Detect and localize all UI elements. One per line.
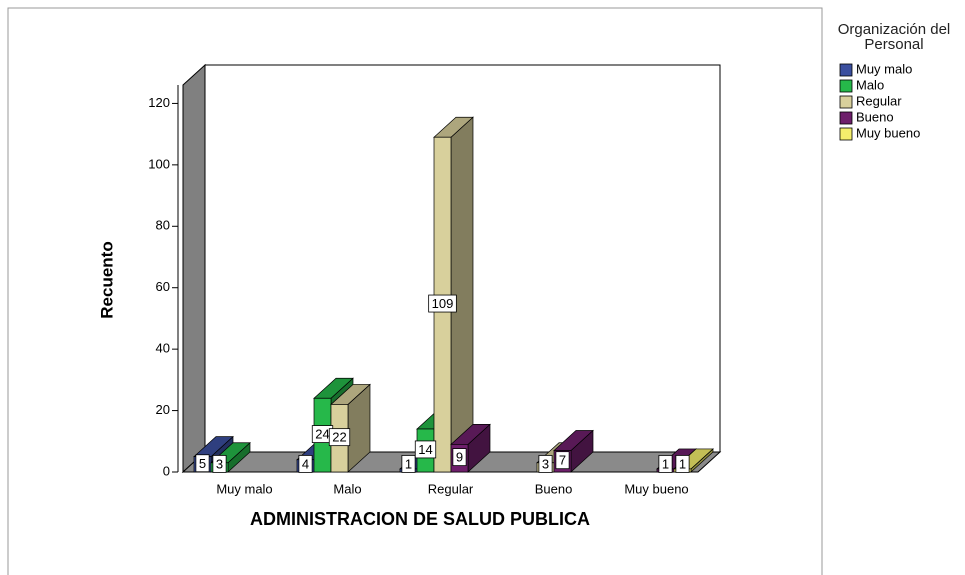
legend-swatch <box>839 111 853 125</box>
data-label-box <box>212 455 227 473</box>
data-label: 14 <box>418 442 432 457</box>
data-label: 1 <box>405 456 412 471</box>
data-label-box <box>414 440 437 459</box>
legend-swatch <box>839 95 853 109</box>
data-label-box <box>328 428 351 447</box>
legend-swatch <box>839 79 853 93</box>
bar-side <box>450 116 474 473</box>
legend-label: Muy bueno <box>856 125 920 140</box>
data-label-box <box>452 448 467 467</box>
data-label-box <box>195 454 210 473</box>
data-label: 9 <box>456 450 463 465</box>
data-label-box <box>538 455 553 473</box>
x-axis-title: ADMINISTRACION DE SALUD PUBLICA <box>250 509 590 529</box>
legend-title: Organización del Personal <box>837 21 951 53</box>
x-tick-label: Malo <box>333 481 361 496</box>
data-label: 3 <box>216 456 223 471</box>
left-wall <box>182 63 206 474</box>
data-label: 1 <box>662 456 669 471</box>
data-label-box <box>401 455 416 473</box>
legend-label: Malo <box>856 77 884 92</box>
legend-label: Regular <box>856 93 902 108</box>
y-tick-label: 20 <box>156 402 170 417</box>
data-label-box <box>675 455 690 473</box>
data-label-box <box>428 294 457 313</box>
x-tick-label: Regular <box>428 481 474 496</box>
data-label: 7 <box>559 453 566 468</box>
data-label-box <box>555 451 570 470</box>
data-label-box <box>298 455 313 473</box>
legend-label: Bueno <box>856 109 894 124</box>
data-label: 4 <box>302 456 309 471</box>
data-label: 22 <box>332 430 346 445</box>
data-label: 5 <box>199 456 206 471</box>
data-label: 3 <box>542 456 549 471</box>
data-label: 109 <box>432 296 454 311</box>
y-tick-label: 60 <box>156 279 170 294</box>
data-label: 1 <box>679 456 686 471</box>
y-tick-label: 40 <box>156 341 170 356</box>
data-label: 24 <box>315 427 329 442</box>
y-tick-label: 120 <box>148 95 170 110</box>
x-tick-label: Bueno <box>535 481 573 496</box>
legend-swatch <box>839 127 853 141</box>
x-tick-label: Muy bueno <box>624 481 688 496</box>
y-axis-title: Recuento <box>97 241 116 318</box>
y-tick-label: 80 <box>156 218 170 233</box>
legend-swatch <box>839 63 853 77</box>
legend-label: Muy malo <box>856 61 912 76</box>
data-label-box <box>658 455 673 473</box>
x-tick-label: Muy malo <box>216 481 272 496</box>
y-tick-label: 100 <box>148 156 170 171</box>
y-tick-label: 0 <box>163 463 170 478</box>
